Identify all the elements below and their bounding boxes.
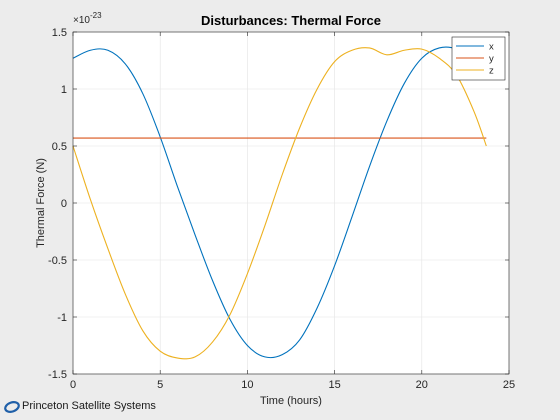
- logo-swoosh-icon: [4, 401, 20, 413]
- x-tick-label: 25: [503, 379, 515, 391]
- y-axis-label: Thermal Force (N): [35, 158, 47, 248]
- y-tick-label: 1: [61, 84, 67, 96]
- y-tick-label: -1.5: [48, 369, 67, 381]
- y-tick-label: -1: [57, 312, 67, 324]
- x-tick-label: 10: [241, 379, 253, 391]
- chart-title: Disturbances: Thermal Force: [201, 13, 381, 28]
- legend: xyz: [451, 36, 506, 81]
- logo-text: Princeton Satellite Systems: [22, 400, 156, 412]
- y-exponent-label: ×10-23: [73, 11, 102, 26]
- y-exponent-base: ×10: [73, 15, 90, 26]
- series-line-x: [72, 46, 487, 359]
- x-tick-label: 5: [157, 379, 163, 391]
- x-axis-label: Time (hours): [260, 395, 322, 407]
- legend-label-z: z: [489, 66, 494, 77]
- y-tick-label: 0: [61, 198, 67, 210]
- legend-label-x: x: [489, 42, 494, 53]
- y-tick-label: 1.5: [52, 27, 67, 39]
- y-tick-label: -0.5: [48, 255, 67, 267]
- legend-label-y: y: [489, 54, 494, 65]
- x-tick-label: 15: [328, 379, 340, 391]
- logo: Princeton Satellite Systems: [4, 396, 156, 416]
- tick-labels: 0 5 10 15 20 25 1.5 1 0.5 0 -0.5 -1 -1.5: [48, 27, 515, 391]
- y-exponent-power: -23: [90, 11, 102, 20]
- x-tick-label: 0: [70, 379, 76, 391]
- grid: [72, 31, 510, 375]
- series-line-z: [72, 47, 487, 360]
- series-lines: [72, 46, 487, 360]
- ticks: [72, 31, 510, 375]
- x-tick-label: 20: [416, 379, 428, 391]
- y-tick-label: 0.5: [52, 141, 67, 153]
